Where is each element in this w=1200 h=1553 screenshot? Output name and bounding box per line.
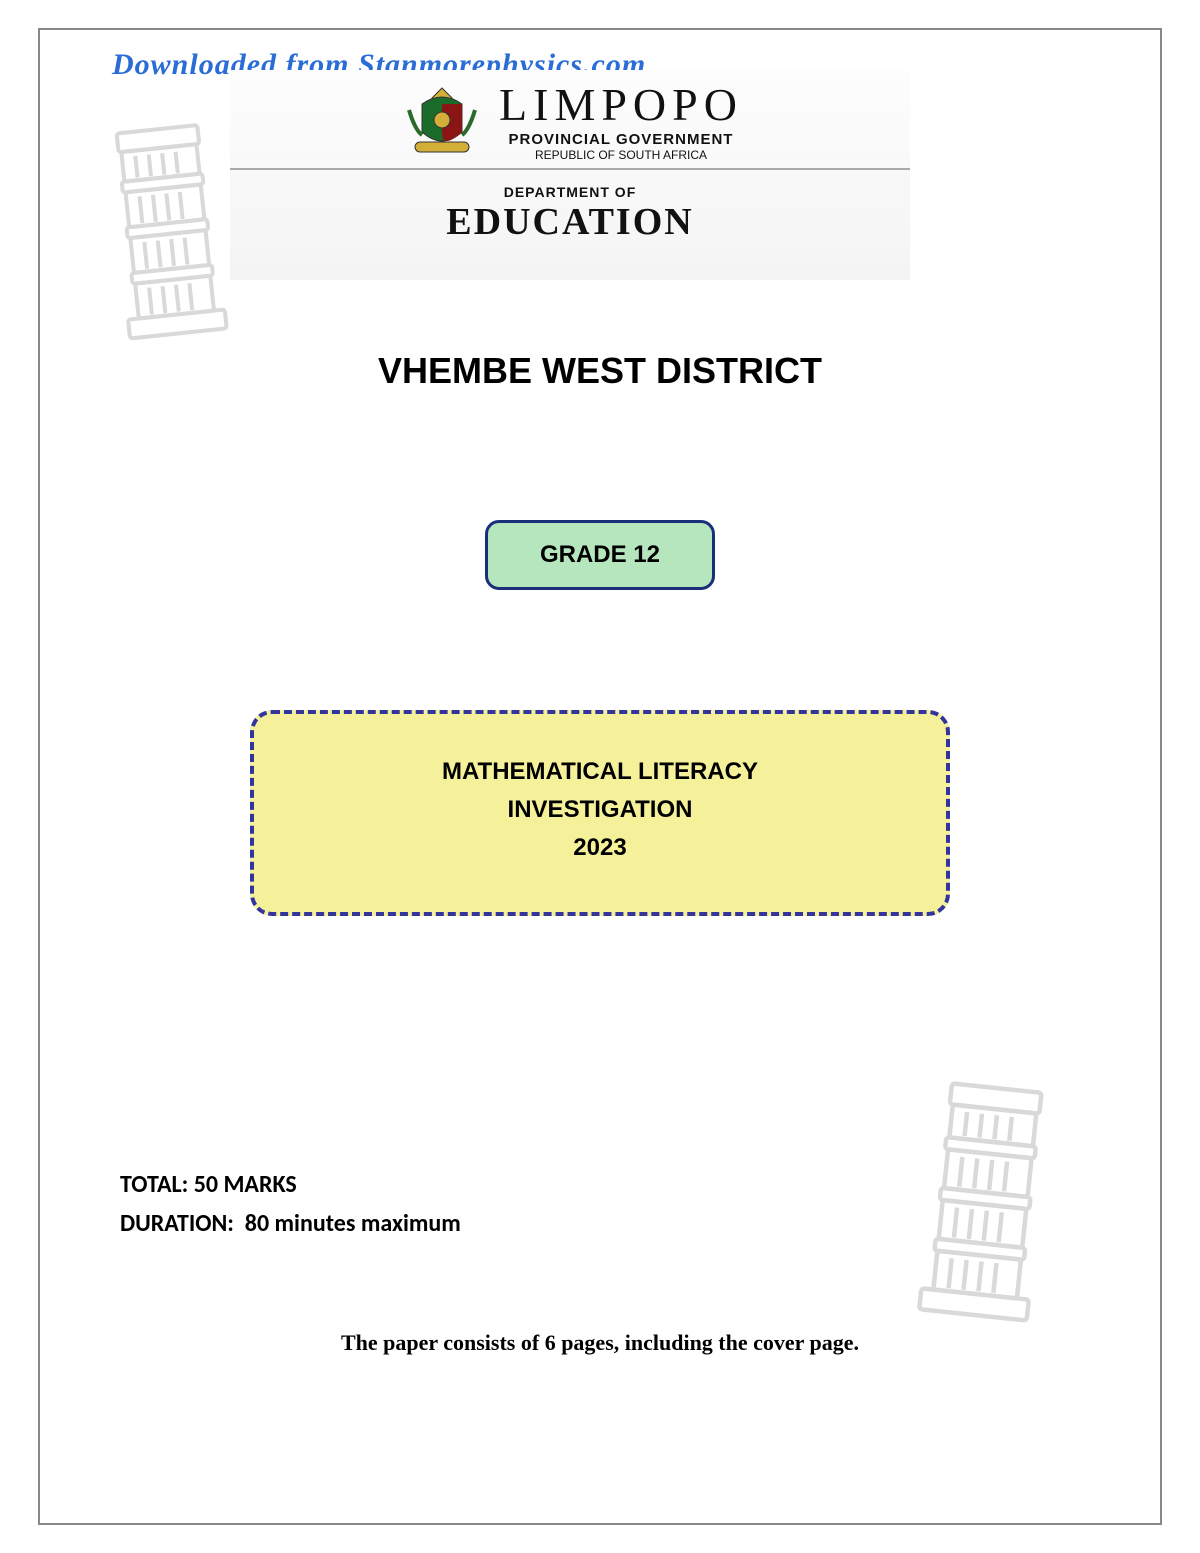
subject-panel: MATHEMATICAL LITERACY INVESTIGATION 2023: [250, 710, 950, 916]
total-label: TOTAL:: [120, 1170, 188, 1199]
total-marks-line: TOTAL: 50 MARKS: [120, 1170, 461, 1199]
total-value: 50 MARKS: [194, 1170, 297, 1199]
subject-line-2: INVESTIGATION: [274, 796, 926, 824]
duration-label: DURATION:: [120, 1209, 234, 1238]
provincial-header-banner: LIMPOPO PROVINCIAL GOVERNMENT REPUBLIC O…: [230, 70, 910, 280]
department-of-label: DEPARTMENT OF: [230, 184, 910, 200]
subject-line-3: 2023: [274, 834, 926, 862]
duration-line: DURATION: 80 minutes maximum: [120, 1209, 461, 1238]
province-subtitle-1: PROVINCIAL GOVERNMENT: [499, 131, 743, 148]
subject-line-1: MATHEMATICAL LITERACY: [274, 758, 926, 786]
grade-badge: GRADE 12: [485, 520, 715, 590]
duration-value: 80 minutes maximum: [245, 1209, 461, 1238]
department-name: EDUCATION: [230, 200, 910, 244]
page-frame: Downloaded from Stanmorephysics.com: [38, 28, 1162, 1525]
province-name: LIMPOPO: [499, 78, 743, 131]
coat-of-arms-icon: [397, 80, 487, 160]
exam-info-block: TOTAL: 50 MARKS DURATION: 80 minutes max…: [120, 1160, 461, 1248]
tower-watermark-icon: [897, 1063, 1073, 1337]
province-subtitle-2: REPUBLIC OF SOUTH AFRICA: [499, 148, 743, 162]
tower-watermark-icon: [88, 109, 246, 352]
district-title: VHEMBE WEST DISTRICT: [40, 350, 1160, 392]
pages-note: The paper consists of 6 pages, including…: [40, 1330, 1160, 1356]
